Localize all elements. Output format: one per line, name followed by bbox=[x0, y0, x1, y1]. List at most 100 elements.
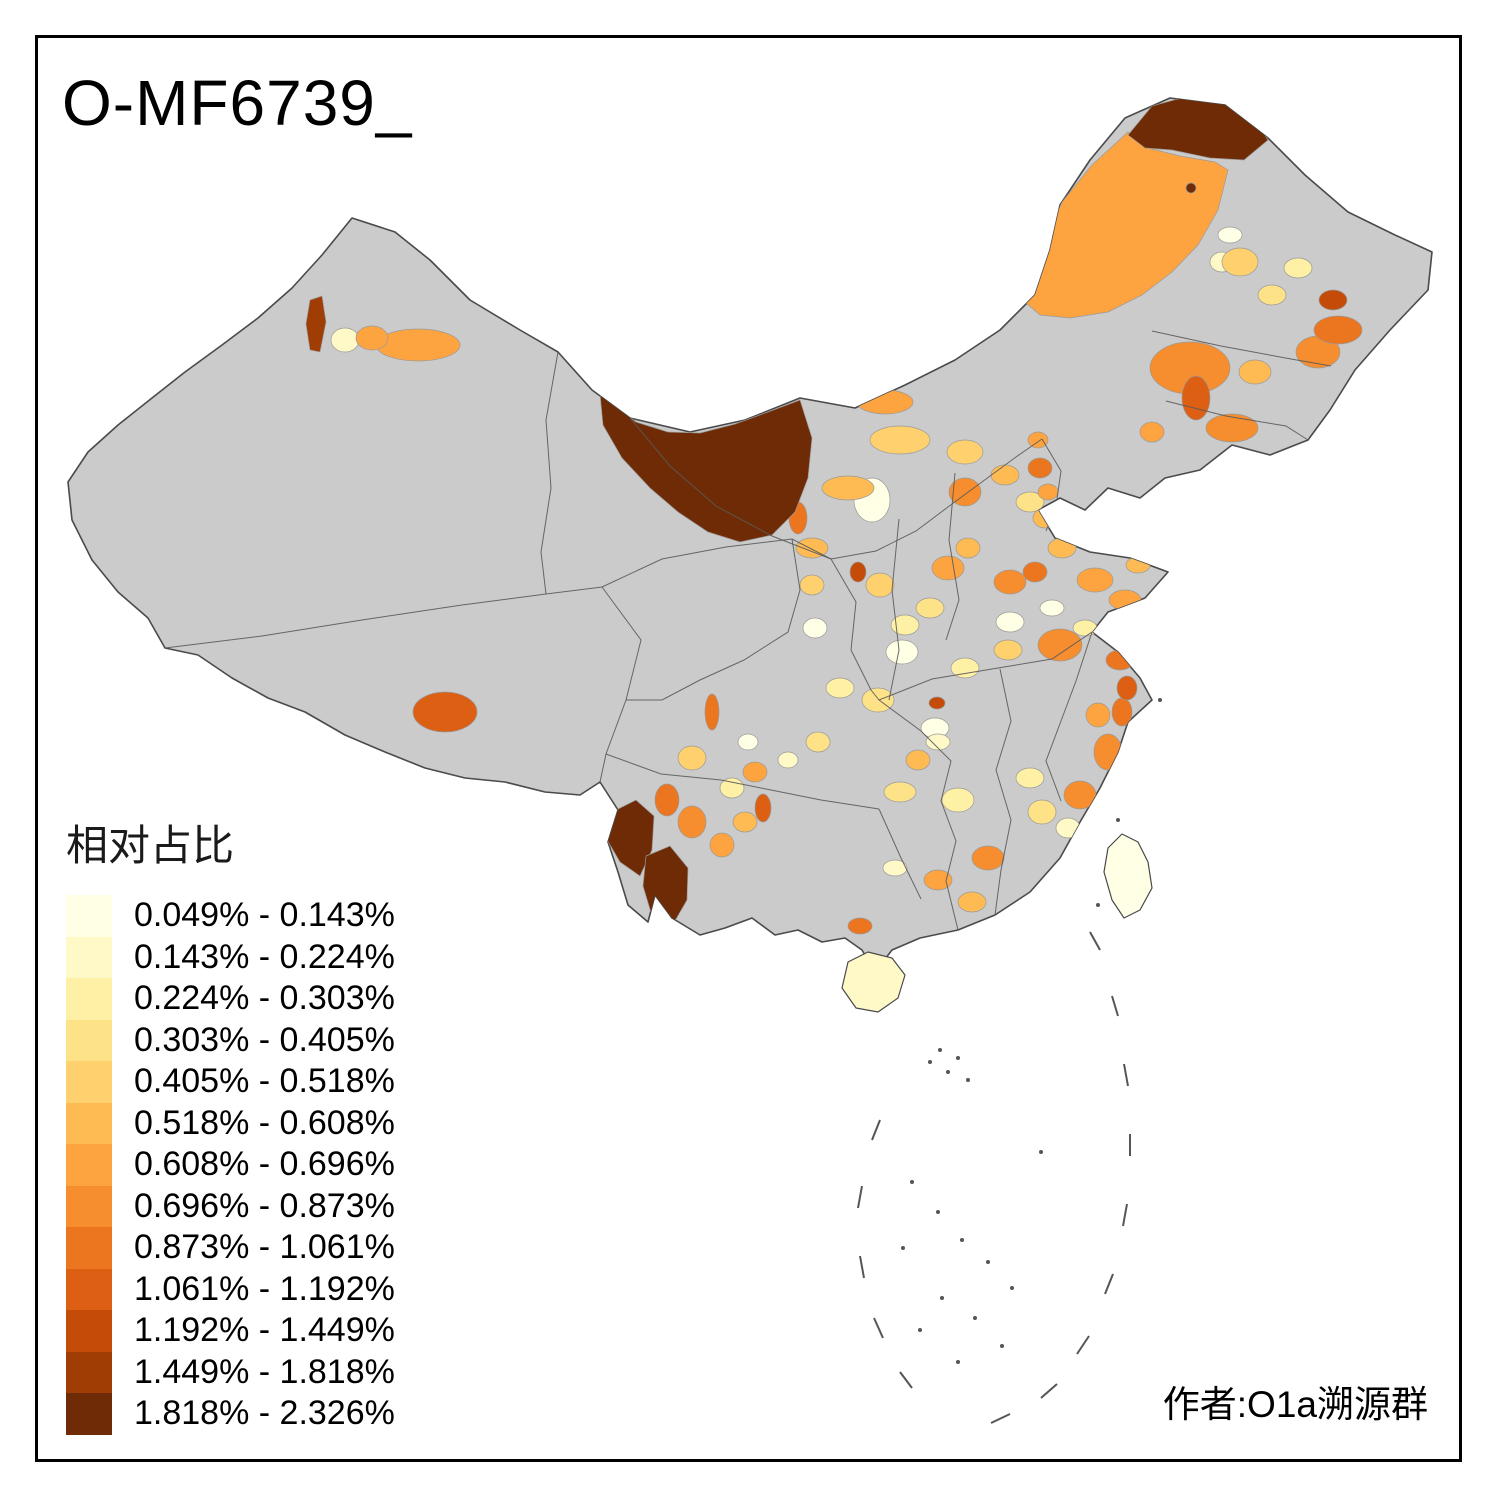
map-region bbox=[777, 751, 799, 769]
sea-islet bbox=[928, 1060, 932, 1064]
province-border bbox=[545, 586, 642, 783]
legend-swatch bbox=[66, 895, 112, 937]
legend-swatch bbox=[66, 1227, 112, 1269]
map-region bbox=[825, 677, 855, 699]
map-region bbox=[993, 639, 1023, 661]
map-region bbox=[709, 832, 735, 858]
map-region bbox=[1139, 421, 1165, 443]
map-region bbox=[885, 639, 919, 665]
province-border bbox=[878, 808, 922, 900]
legend-swatch bbox=[66, 1144, 112, 1186]
sea-islet bbox=[1158, 698, 1162, 702]
map-region bbox=[928, 696, 946, 710]
map-region bbox=[1313, 315, 1363, 345]
legend-label: 1.449% - 1.818% bbox=[134, 1352, 395, 1391]
legend-label: 0.303% - 0.405% bbox=[134, 1020, 395, 1059]
legend-swatch bbox=[66, 1393, 112, 1435]
island bbox=[841, 951, 906, 1013]
sea-islet bbox=[960, 1238, 964, 1242]
map-region bbox=[754, 793, 772, 823]
province-border bbox=[601, 538, 832, 588]
province-border bbox=[994, 668, 1012, 916]
map-region bbox=[1205, 413, 1259, 443]
map-region bbox=[305, 295, 327, 353]
legend-row: 0.518% - 0.608% bbox=[66, 1102, 395, 1144]
sea-dash bbox=[873, 1317, 884, 1339]
map-region bbox=[821, 475, 875, 501]
plot-border bbox=[35, 35, 1462, 1462]
legend-row: 0.405% - 0.518% bbox=[66, 1061, 395, 1103]
map-region bbox=[995, 611, 1025, 633]
legend: 相对占比 0.049% - 0.143% 0.143% - 0.224% 0.224… bbox=[66, 812, 395, 1435]
map-region bbox=[957, 891, 987, 913]
map-region bbox=[883, 781, 917, 803]
legend-swatch bbox=[66, 1268, 112, 1310]
map-region bbox=[865, 572, 895, 598]
map-region bbox=[1037, 628, 1083, 662]
map-region bbox=[1015, 767, 1045, 789]
legend-label: 0.518% - 0.608% bbox=[134, 1103, 395, 1142]
map-region bbox=[971, 845, 1005, 871]
map-region bbox=[1039, 599, 1065, 617]
legend-row: 0.608% - 0.696% bbox=[66, 1144, 395, 1186]
map-region bbox=[1283, 257, 1313, 279]
sea-islet bbox=[956, 1056, 960, 1060]
sea-islet bbox=[1010, 1286, 1014, 1290]
map-region bbox=[847, 917, 873, 935]
map-region bbox=[948, 477, 982, 507]
province-border bbox=[888, 518, 900, 701]
legend-label: 0.873% - 1.061% bbox=[134, 1228, 395, 1267]
legend-swatch bbox=[66, 1185, 112, 1227]
map-region bbox=[1076, 567, 1114, 593]
legend-row: 0.696% - 0.873% bbox=[66, 1185, 395, 1227]
province-border bbox=[164, 593, 547, 649]
sea-islet bbox=[918, 1328, 922, 1332]
map-region bbox=[923, 869, 953, 891]
province-border bbox=[626, 538, 801, 701]
legend-swatch bbox=[66, 978, 112, 1020]
sea-dash bbox=[857, 1185, 863, 1209]
legend-row: 0.224% - 0.303% bbox=[66, 978, 395, 1020]
sea-dash bbox=[1122, 1203, 1128, 1227]
sea-dash bbox=[1089, 931, 1101, 951]
map-region bbox=[915, 597, 945, 619]
map-region bbox=[805, 731, 831, 753]
legend-label: 1.192% - 1.449% bbox=[134, 1311, 395, 1350]
legend-label: 0.224% - 0.303% bbox=[134, 979, 395, 1018]
map-region bbox=[1024, 131, 1229, 319]
sea-islet bbox=[986, 1260, 990, 1264]
legend-row: 1.061% - 1.192% bbox=[66, 1268, 395, 1310]
legend-title: 相对占比 bbox=[66, 822, 235, 869]
sea-islet bbox=[901, 1246, 905, 1250]
map-region bbox=[941, 787, 975, 813]
legend-row: 1.818% - 2.326% bbox=[66, 1393, 395, 1435]
legend-swatch bbox=[66, 1102, 112, 1144]
legend-swatch bbox=[66, 1061, 112, 1103]
map-region bbox=[1027, 457, 1053, 479]
sea-dash bbox=[990, 1413, 1011, 1424]
author-credit: 作者:O1a溯源群 bbox=[1162, 1384, 1428, 1425]
map-region bbox=[654, 783, 680, 817]
map-region bbox=[599, 393, 813, 543]
province-border bbox=[1045, 631, 1093, 802]
sea-islet bbox=[1039, 1150, 1043, 1154]
legend-label: 0.143% - 0.224% bbox=[134, 937, 395, 976]
legend-label: 0.608% - 0.696% bbox=[134, 1145, 395, 1184]
sea-islet bbox=[910, 1180, 914, 1184]
map-region bbox=[737, 733, 759, 751]
sea-islet bbox=[936, 1210, 940, 1214]
province-border bbox=[830, 558, 880, 701]
map-region bbox=[849, 561, 867, 583]
sea-dash bbox=[1076, 1335, 1090, 1355]
province-border bbox=[540, 351, 559, 595]
map-region bbox=[1027, 799, 1057, 825]
sea-islet bbox=[966, 1078, 970, 1082]
map-region bbox=[1027, 431, 1049, 449]
map-region bbox=[677, 805, 707, 839]
map-region bbox=[412, 691, 478, 733]
legend-swatch bbox=[66, 1351, 112, 1393]
legend-rows: 0.049% - 0.143% 0.143% - 0.224% 0.224% - 0… bbox=[66, 895, 395, 1435]
map-region bbox=[890, 614, 920, 636]
map-region bbox=[355, 325, 389, 351]
map-region bbox=[1116, 675, 1138, 701]
